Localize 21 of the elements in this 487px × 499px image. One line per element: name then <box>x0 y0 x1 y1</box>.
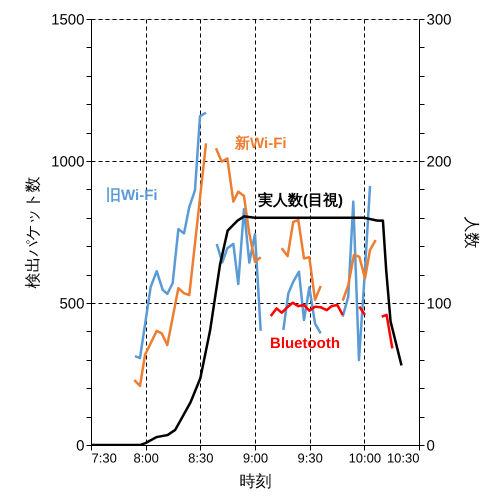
text: 旧Wi-Fi <box>106 187 158 204</box>
x-tick-label: 10:30 <box>386 450 420 466</box>
y-axis-title: 検出パケット数 <box>24 176 42 288</box>
series-label: 新Wi-Fi <box>234 134 287 152</box>
x-tick-label: 9:00 <box>242 450 268 466</box>
y-tick-label: 0 <box>76 438 84 454</box>
x-tick-label: 10:00 <box>348 450 382 466</box>
y2-tick-label: 100 <box>426 296 452 312</box>
series-label: Bluetooth <box>270 335 340 352</box>
y2-tick-label: 300 <box>426 12 452 28</box>
x-tick-label: 8:00 <box>134 450 159 466</box>
y2-tick-label: 0 <box>426 438 435 454</box>
x-tick-label: 8:30 <box>188 450 214 466</box>
y2-tick-label: 200 <box>426 154 452 170</box>
x-tick-label: 9:30 <box>298 450 323 466</box>
y2-axis-title: 人数 <box>462 216 480 248</box>
y-tick-label: 500 <box>59 296 84 312</box>
x-tick-label: 7:30 <box>92 450 117 466</box>
y-tick-label: 1500 <box>51 12 84 28</box>
x-axis-title: 時刻 <box>240 472 272 490</box>
y-tick-label: 1000 <box>51 154 84 170</box>
